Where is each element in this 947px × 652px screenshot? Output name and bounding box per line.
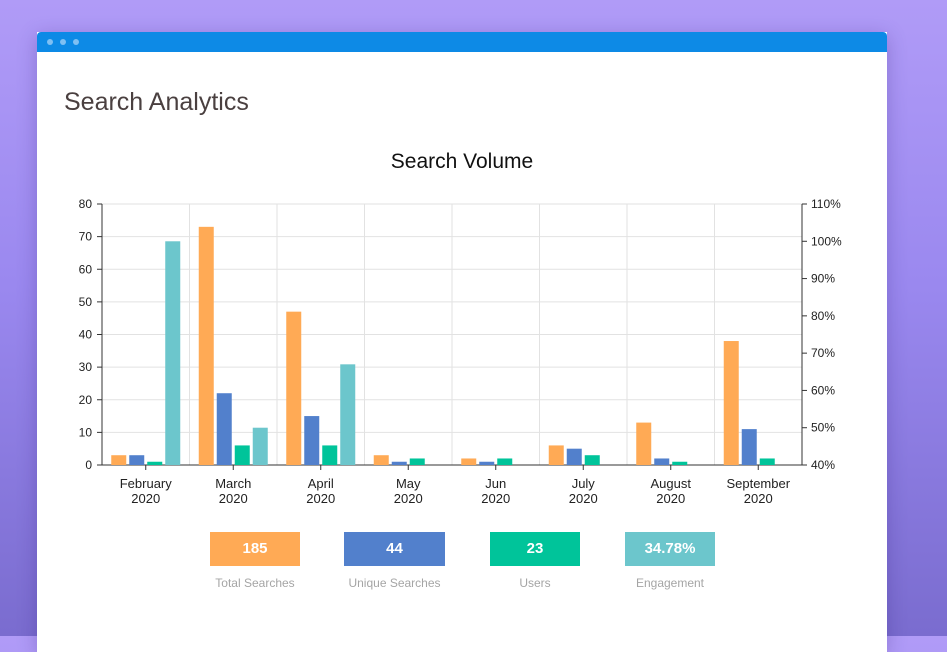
bar-engagement [340, 364, 356, 465]
y-tick-label-right: 90% [811, 272, 835, 286]
bar-total-searches [636, 422, 652, 465]
y-tick-label-left: 70 [79, 230, 93, 244]
stat-users: 23 Users [490, 532, 580, 590]
bar-total-searches [461, 458, 477, 465]
bar-engagement [252, 427, 268, 465]
app-window: Search Analytics Search Volume 0 10 20 30 40… [37, 32, 887, 652]
stat-value: 44 [344, 532, 445, 566]
stat-label: Engagement [635, 576, 705, 590]
y-tick-label-left: 10 [79, 425, 93, 439]
y-tick-label-left: 50 [79, 295, 93, 309]
bar-users [672, 461, 688, 465]
bar-users [322, 445, 338, 465]
bar-total-searches [723, 341, 739, 465]
bar-unique-searches [566, 448, 582, 465]
stat-value: 23 [490, 532, 580, 566]
stat-engagement: 34.78% Engagement [625, 532, 715, 590]
search-volume-chart: 0 10 20 30 40 50 60 70 80 40% 50% 60% 70% 80% 90% 100% 1… [79, 197, 842, 506]
bar-total-searches [111, 455, 127, 465]
stat-value: 34.78% [625, 532, 715, 566]
y-tick-label-left: 80 [79, 197, 93, 211]
stat-total-searches: 185 Total Searches [210, 532, 300, 590]
bar-users [409, 458, 425, 465]
y-tick-label-right: 100% [811, 234, 842, 248]
y-tick-label-left: 0 [85, 458, 92, 472]
x-tick-label: February [120, 476, 173, 491]
bar-users [759, 458, 775, 465]
y-tick-label-left: 40 [79, 328, 93, 342]
y-tick-label-left: 20 [79, 393, 93, 407]
y-tick-label-right: 50% [811, 421, 835, 435]
y-tick-label-right: 80% [811, 309, 835, 323]
y-tick-label-left: 30 [79, 360, 93, 374]
x-tick-label: 2020 [481, 491, 510, 506]
x-tick-label: 2020 [219, 491, 248, 506]
y-tick-label-right: 60% [811, 383, 835, 397]
stat-unique-searches: 44 Unique Searches [344, 532, 445, 590]
stat-value: 185 [210, 532, 300, 566]
x-tick-label: April [308, 476, 334, 491]
y-tick-label-right: 110% [811, 197, 841, 211]
x-tick-label: 2020 [306, 491, 335, 506]
bar-users [147, 461, 163, 465]
y-tick-label-right: 70% [811, 346, 835, 360]
bar-total-searches [286, 311, 302, 465]
stat-label: Unique Searches [348, 576, 441, 590]
window-dot-icon[interactable] [60, 39, 66, 45]
bar-unique-searches [654, 458, 670, 465]
window-dot-icon[interactable] [47, 39, 53, 45]
bar-total-searches [198, 226, 214, 465]
y-tick-label-left: 60 [79, 262, 93, 276]
x-tick-label: May [396, 476, 421, 491]
bar-unique-searches [479, 461, 495, 465]
bar-unique-searches [304, 416, 320, 465]
bar-unique-searches [391, 461, 407, 465]
bar-unique-searches [129, 455, 145, 465]
bar-users [497, 458, 513, 465]
x-tick-label: Jun [485, 476, 506, 491]
x-tick-label: 2020 [569, 491, 598, 506]
stat-label: Users [519, 576, 551, 590]
x-tick-label: 2020 [131, 491, 160, 506]
window-titlebar [37, 32, 887, 52]
bar-users [584, 455, 600, 465]
stat-label: Total Searches [215, 576, 295, 590]
x-tick-label: 2020 [656, 491, 685, 506]
x-tick-label: September [726, 476, 790, 491]
bar-users [234, 445, 250, 465]
y-tick-label-right: 40% [811, 458, 835, 472]
x-tick-label: 2020 [394, 491, 423, 506]
bar-unique-searches [216, 393, 232, 465]
window-dot-icon[interactable] [73, 39, 79, 45]
x-tick-label: July [572, 476, 596, 491]
bar-total-searches [373, 455, 389, 465]
bar-total-searches [548, 445, 564, 465]
bar-unique-searches [741, 429, 757, 465]
x-tick-label: March [215, 476, 251, 491]
page-title: Search Analytics [64, 88, 249, 116]
x-tick-label: 2020 [744, 491, 773, 506]
x-tick-label: August [651, 476, 692, 491]
bar-engagement [165, 241, 181, 465]
chart-title: Search Volume [390, 150, 534, 173]
